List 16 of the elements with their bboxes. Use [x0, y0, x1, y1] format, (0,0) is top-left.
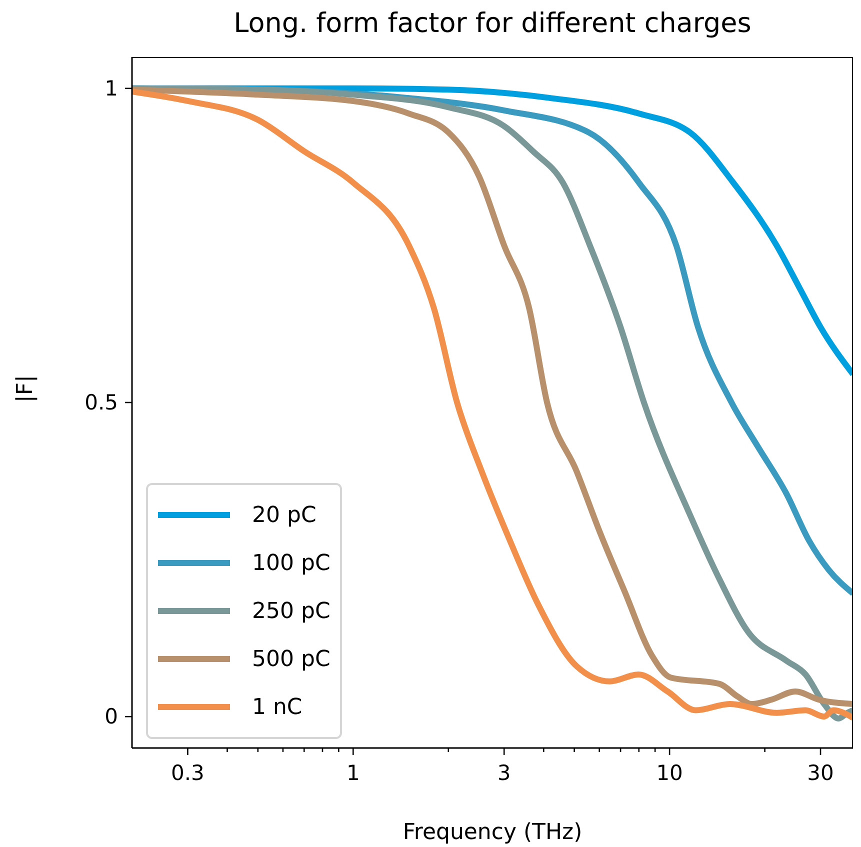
y-tick-label: 0.5: [84, 390, 118, 414]
x-axis-title: Frequency (THz): [402, 820, 582, 845]
legend-label: 1 nC: [252, 694, 302, 720]
legend-label: 20 pC: [252, 502, 316, 528]
legend-label: 250 pC: [252, 598, 330, 624]
x-tick-label: 0.3: [171, 761, 204, 785]
x-tick-label: 1: [346, 761, 360, 785]
legend-label: 100 pC: [252, 550, 330, 576]
chart-title: Long. form factor for different charges: [232, 8, 752, 39]
x-tick-label: 3: [497, 761, 511, 785]
y-tick-label: 0: [104, 704, 118, 729]
legend-label: 500 pC: [252, 646, 330, 672]
y-tick-label: 1: [104, 76, 118, 100]
y-axis-title: |F|: [12, 375, 38, 402]
x-tick-label: 10: [656, 761, 683, 785]
x-tick-label: 30: [807, 761, 834, 785]
